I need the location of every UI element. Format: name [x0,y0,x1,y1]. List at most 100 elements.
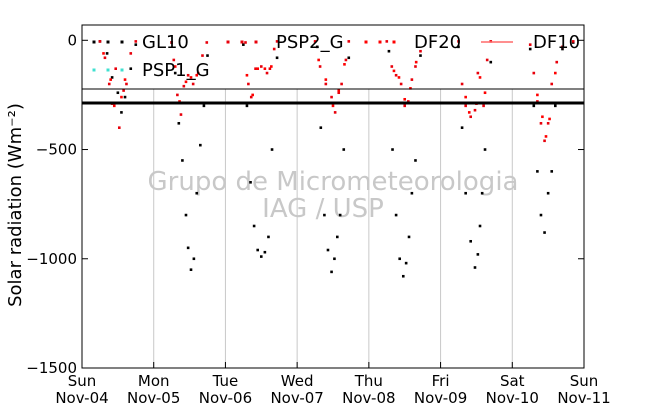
data-point [401,274,405,278]
legend-swatch [120,68,124,72]
data-point [186,73,190,77]
data-point [173,65,177,68]
data-point [116,91,120,95]
data-point [561,47,564,51]
data-point [457,40,460,43]
data-point [478,224,482,228]
data-point [532,104,536,108]
data-point [330,95,333,99]
data-point [387,49,391,53]
x-tick-label-date: Nov-07 [270,389,323,407]
legend-swatch [226,40,230,44]
data-point [259,65,263,68]
data-point [414,60,418,64]
data-point [347,56,351,60]
data-point [117,126,121,129]
data-point [191,82,195,86]
data-point [324,82,328,86]
y-tick-label: 0 [67,31,77,49]
data-point [550,170,554,173]
data-point [543,139,546,143]
data-point [532,71,536,75]
data-point [561,45,564,49]
data-point [313,40,317,43]
legend-swatch [240,40,244,44]
data-point [489,60,493,64]
legend-swatch [106,40,110,44]
data-point [206,54,209,57]
data-point [536,93,539,97]
data-point [249,180,252,184]
x-tick-label-day: Sat [500,372,525,390]
data-point [110,76,114,79]
data-point [244,41,247,44]
data-point [315,45,319,49]
data-point [390,65,394,68]
data-point [189,76,193,79]
legend-item-gl10: GL10 [92,32,189,53]
data-point [409,87,412,90]
data-point [272,47,276,51]
data-point [324,78,328,81]
data-point [464,95,467,99]
x-tick-label-date: Nov-06 [199,389,252,407]
data-point [184,213,188,217]
y-tick-label: −1500 [26,359,77,377]
data-point [129,52,133,55]
data-point [467,111,471,114]
data-point [267,235,270,239]
data-point [544,135,548,138]
data-point [338,213,342,217]
data-point [546,191,550,195]
data-point [483,148,487,151]
data-point [120,95,123,99]
data-point [179,113,183,116]
y-axis-title: Solar radiation (Wm⁻²) [5,103,26,307]
data-point [476,71,480,75]
data-point [195,191,199,195]
data-point [105,52,109,55]
data-point [337,91,341,95]
data-point [548,117,551,121]
data-point [414,65,417,68]
data-point [336,235,339,239]
watermark: Grupo de Micrometeorologia IAG / USP [148,167,519,224]
data-point [403,104,407,108]
data-point [259,255,263,258]
legend-swatch [254,40,258,44]
data-point [107,82,111,86]
data-point [473,266,477,269]
legend-item-psp1-g: PSP1_G [92,60,210,81]
data-point [397,76,401,79]
data-point [114,67,118,70]
data-point [571,40,575,43]
data-point [176,93,179,97]
data-point [457,45,460,49]
data-point [546,122,550,125]
data-point [555,60,559,64]
data-point [478,76,482,79]
data-point [410,191,414,195]
y-axis: 0 −500 −1000 −1500 [26,31,584,377]
x-tick-label-date: Nov-05 [127,389,180,407]
plot-area [81,24,585,369]
data-point [391,148,394,151]
data-point [528,43,532,46]
data-point [343,63,346,66]
watermark-line-2: IAG / USP [262,194,384,224]
data-point [202,104,206,108]
legend-swatch [378,40,382,44]
y-tick-label: −1000 [26,250,77,268]
x-tick-label-day: Thu [354,372,383,390]
data-point [245,104,249,108]
legend: GL10 PSP2_G DF20 DF10 PSP1_G [92,32,580,81]
data-point [254,67,257,70]
data-point [539,122,543,125]
data-point [340,82,343,86]
data-point [403,97,407,101]
data-point [112,104,116,108]
series-psp2-g [98,40,575,143]
data-point [125,82,128,86]
data-point [528,47,532,51]
legend-swatch [364,40,368,44]
